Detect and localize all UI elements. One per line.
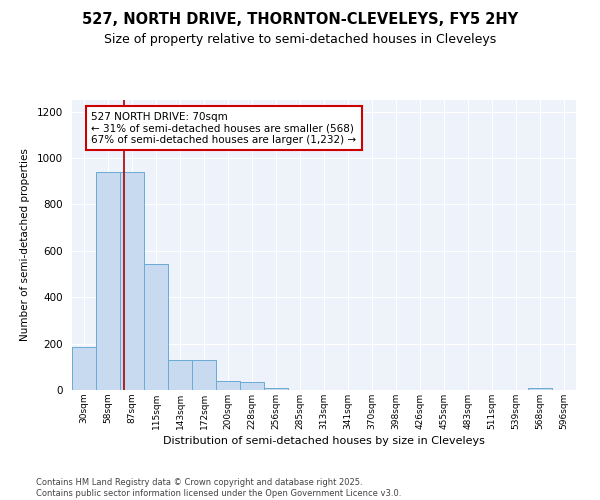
Text: Contains HM Land Registry data © Crown copyright and database right 2025.
Contai: Contains HM Land Registry data © Crown c… [36,478,401,498]
Text: Size of property relative to semi-detached houses in Cleveleys: Size of property relative to semi-detach… [104,32,496,46]
Text: 527 NORTH DRIVE: 70sqm
← 31% of semi-detached houses are smaller (568)
67% of se: 527 NORTH DRIVE: 70sqm ← 31% of semi-det… [91,112,356,145]
Bar [240,382,264,390]
Bar [264,388,288,390]
Bar [192,360,216,390]
Bar [216,380,240,390]
Bar [96,172,120,390]
Bar [528,388,552,390]
X-axis label: Distribution of semi-detached houses by size in Cleveleys: Distribution of semi-detached houses by … [163,436,485,446]
Bar [120,172,144,390]
Y-axis label: Number of semi-detached properties: Number of semi-detached properties [20,148,30,342]
Bar [144,264,168,390]
Text: 527, NORTH DRIVE, THORNTON-CLEVELEYS, FY5 2HY: 527, NORTH DRIVE, THORNTON-CLEVELEYS, FY… [82,12,518,28]
Bar [168,360,192,390]
Bar [72,347,96,390]
